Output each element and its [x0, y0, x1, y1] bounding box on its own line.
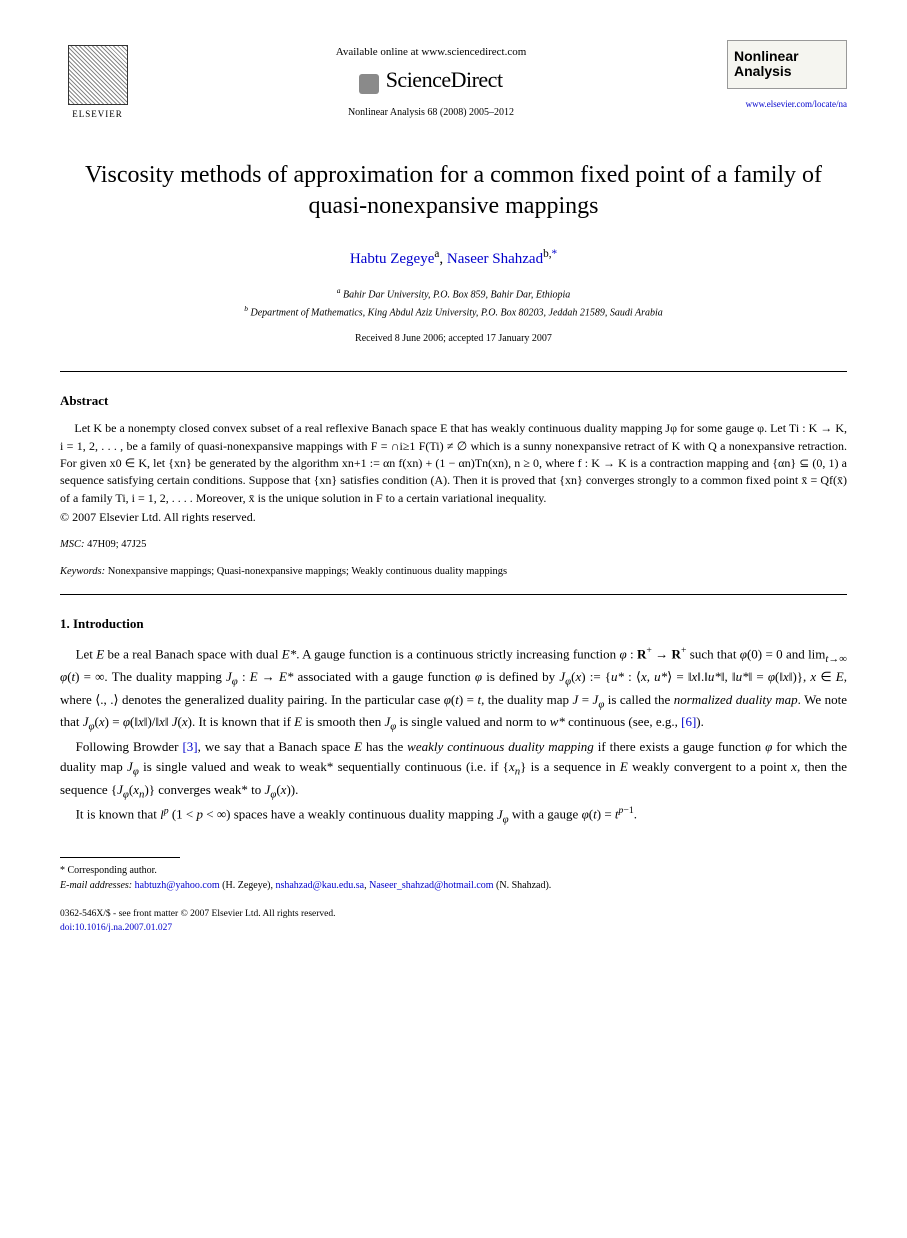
corresponding-author-note: * Corresponding author. — [60, 863, 847, 878]
authors-line: Habtu Zegeyea, Naseer Shahzadb,* — [60, 247, 847, 270]
journal-reference: Nonlinear Analysis 68 (2008) 2005–2012 — [135, 106, 727, 120]
author-1[interactable]: Habtu Zegeye — [350, 251, 435, 267]
ref-3-link[interactable]: [3] — [182, 739, 197, 754]
intro-body: Let E be a real Banach space with dual E… — [60, 644, 847, 828]
journal-name-line2: Analysis — [734, 64, 840, 79]
intro-p3: It is known that lp (1 < p < ∞) spaces h… — [60, 804, 847, 827]
keywords-label: Keywords: — [60, 566, 105, 577]
affiliation-b-text: Department of Mathematics, King Abdul Az… — [250, 307, 662, 318]
author-2[interactable]: Naseer Shahzad — [447, 251, 543, 267]
author-2-affil: b, — [543, 248, 551, 260]
corresponding-mark[interactable]: * — [552, 248, 558, 260]
keywords-text: Nonexpansive mappings; Quasi-nonexpansiv… — [108, 566, 507, 577]
elsevier-logo: ELSEVIER — [60, 40, 135, 125]
affiliation-b: b Department of Mathematics, King Abdul … — [60, 303, 847, 320]
author-sep: , — [439, 251, 447, 267]
affiliation-a: a Bahir Dar University, P.O. Box 859, Ba… — [60, 285, 847, 302]
page-footer: 0362-546X/$ - see front matter © 2007 El… — [60, 908, 847, 935]
intro-p1: Let E be a real Banach space with dual E… — [60, 644, 847, 736]
affiliation-a-text: Bahir Dar University, P.O. Box 859, Bahi… — [343, 290, 570, 301]
elsevier-tree-icon — [68, 45, 128, 105]
available-online-text: Available online at www.sciencedirect.co… — [135, 45, 727, 60]
msc-line: MSC: 47H09; 47J25 — [60, 538, 847, 553]
journal-logo: Nonlinear Analysis — [727, 40, 847, 89]
abstract-copyright: © 2007 Elsevier Ltd. All rights reserved… — [60, 509, 847, 526]
ref-6-link[interactable]: [6] — [681, 714, 696, 729]
center-header: Available online at www.sciencedirect.co… — [135, 40, 727, 120]
email-2-sep: , — [364, 880, 367, 891]
keywords-line: Keywords: Nonexpansive mappings; Quasi-n… — [60, 565, 847, 580]
intro-p2: Following Browder [3], we say that a Ban… — [60, 737, 847, 802]
journal-name-line1: Nonlinear — [734, 49, 840, 64]
footnotes: * Corresponding author. E-mail addresses… — [60, 863, 847, 893]
doi-link[interactable]: doi:10.1016/j.na.2007.01.027 — [60, 923, 172, 933]
sciencedirect-text: ScienceDirect — [386, 67, 503, 92]
article-title: Viscosity methods of approximation for a… — [80, 160, 827, 222]
sciencedirect-brand: ScienceDirect — [135, 65, 727, 96]
intro-heading: 1. Introduction — [60, 615, 847, 633]
email-line: E-mail addresses: habtuzh@yahoo.com (H. … — [60, 878, 847, 893]
journal-branding: Nonlinear Analysis www.elsevier.com/loca… — [727, 40, 847, 112]
page-header: ELSEVIER Available online at www.science… — [60, 40, 847, 125]
abstract-heading: Abstract — [60, 392, 847, 410]
abstract-body: Let K be a nonempty closed convex subset… — [60, 420, 847, 507]
sciencedirect-icon — [359, 74, 379, 94]
journal-url-link[interactable]: www.elsevier.com/locate/na — [746, 99, 847, 109]
email-3-who: (N. Shahzad). — [496, 880, 551, 891]
elsevier-label: ELSEVIER — [72, 108, 123, 121]
footnote-divider — [60, 857, 180, 858]
abstract-text: Let K be a nonempty closed convex subset… — [60, 420, 847, 507]
issn-line: 0362-546X/$ - see front matter © 2007 El… — [60, 908, 847, 921]
email-3[interactable]: Naseer_shahzad@hotmail.com — [369, 880, 493, 891]
email-2[interactable]: nshahzad@kau.edu.sa — [275, 880, 364, 891]
article-dates: Received 8 June 2006; accepted 17 Januar… — [60, 332, 847, 346]
affiliations: a Bahir Dar University, P.O. Box 859, Ba… — [60, 285, 847, 320]
msc-label: MSC: — [60, 539, 85, 550]
msc-codes: 47H09; 47J25 — [87, 539, 146, 550]
email-label: E-mail addresses: — [60, 880, 132, 891]
email-1-who: (H. Zegeye), — [222, 880, 273, 891]
divider — [60, 371, 847, 372]
email-1[interactable]: habtuzh@yahoo.com — [135, 880, 220, 891]
divider — [60, 594, 847, 595]
